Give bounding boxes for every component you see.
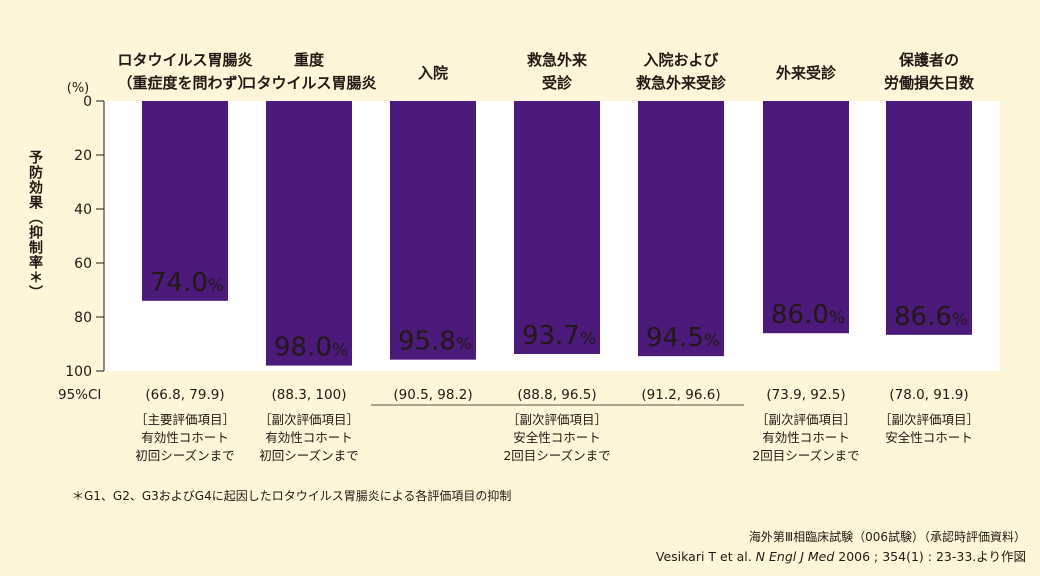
y-tick-label: 100 [65,364,92,380]
bar [514,101,600,354]
ci-value: (90.5, 98.2) [393,387,472,403]
confidence-intervals: 95%CI (66.8, 79.9) (88.3, 100) (90.5, 98.2)… [58,387,969,406]
source-authors: Vesikari T et al. [655,549,756,564]
y-axis: (%)0 20 40 60 80 100 [65,81,105,380]
category-label: ロタウイルス胃腸炎 [117,51,252,69]
y-tick-label: 80 [74,310,92,326]
endpoint-note-line: 有効性コホート [141,430,229,445]
endpoint-note-line: 初回シーズンまで [135,448,234,463]
endpoint-note-line: ［副次評価項目］ [259,412,359,427]
category-label: （重症度を問わず） [117,74,252,92]
ci-header: 95%CI [58,387,101,403]
category-label: 救急外来受診 [636,74,727,92]
source-journal: N Engl J Med [755,549,835,564]
category-label: 労働損失日数 [884,74,975,92]
ci-value: (66.8, 79.9) [145,387,224,403]
y-axis-unit: (%) [67,81,90,96]
category-label: 入院 [418,64,448,82]
y-tick-label: 0 [83,94,92,110]
ci-value: (91.2, 96.6) [641,387,720,403]
source-line-1: 海外第Ⅲ相臨床試験（006試験）（承認時評価資料） [748,530,1026,544]
bar-value-label: 93.7% [522,321,596,351]
bars: 74.0%98.0% 95.8% 93.7% 94.5%86.0% 86.6% [142,101,972,366]
bar [638,101,724,357]
endpoint-note-line: ［副次評価項目］ [507,412,607,427]
category-label: ロタウイルス胃腸炎 [241,74,376,92]
source-citation: 2006 ; 354(1) : 23-33.より作図 [834,549,1026,564]
y-tick-label: 40 [74,202,92,218]
ci-value: (88.3, 100) [272,387,347,403]
endpoint-notes: ［主要評価項目］有効性コホート初回シーズンまで［副次評価項目］有効性コホート初回… [135,412,979,463]
endpoint-note-line: 安全性コホート [885,430,973,445]
bar [390,101,476,360]
endpoint-note-line: 2回目シーズンまで [503,448,610,463]
bar [763,101,849,334]
bar [142,101,228,301]
endpoint-note-line: 安全性コホート [513,430,601,445]
endpoint-note-line: ［副次評価項目］ [879,412,979,427]
footnote: ＊G1、G2、G3およびG4に起因したロタウイルス胃腸炎による各評価項目の抑制 [72,489,512,503]
endpoint-note-line: 初回シーズンまで [259,448,358,463]
bar [266,101,352,366]
category-label: 救急外来 [527,51,588,69]
endpoint-note-line: ［副次評価項目］ [756,412,856,427]
ci-value: (73.9, 92.5) [766,387,845,403]
category-label: 保護者の [898,51,959,69]
source-line-2: Vesikari T et al. N Engl J Med 2006 ; 35… [656,546,1026,565]
endpoint-note-line: 有効性コホート [265,430,353,445]
category-label: 受診 [542,74,573,92]
ci-value: (88.8, 96.5) [517,387,596,403]
ci-value: (78.0, 91.9) [889,387,968,403]
endpoint-note-line: 有効性コホート [762,430,850,445]
category-labels: ロタウイルス胃腸炎（重症度を問わず）重度ロタウイルス胃腸炎入院救急外来受診入院お… [117,51,975,92]
category-label: 重度 [294,51,325,69]
y-tick-label: 20 [74,148,92,164]
endpoint-note-line: 2回目シーズンまで [752,448,859,463]
endpoint-note-line: ［主要評価項目］ [135,412,235,427]
bar [886,101,972,335]
y-axis-label: 予防効果（抑制率＊） [27,150,43,300]
category-label: 入院および [643,51,718,69]
category-label: 外来受診 [775,64,837,82]
y-tick-label: 60 [74,256,92,272]
